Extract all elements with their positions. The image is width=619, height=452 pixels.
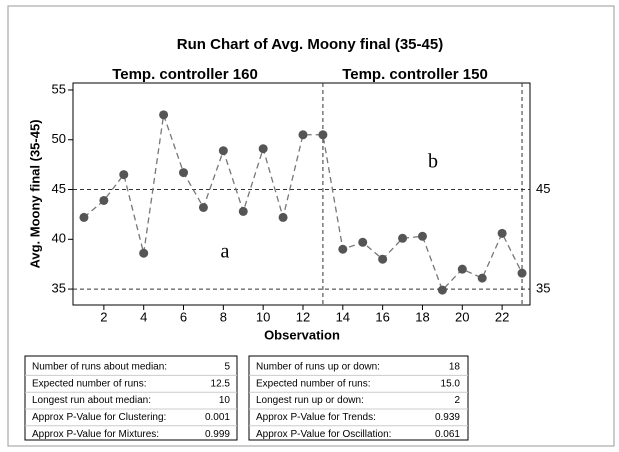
data-point [119,170,129,180]
table-label: Expected number of runs: [32,378,147,389]
reference-label: 35 [536,281,550,296]
x-tick-label: 22 [495,309,509,324]
x-tick-label: 6 [180,309,187,324]
table-label: Longest run about median: [32,395,151,406]
table-label: Longest run up or down: [256,395,364,406]
y-tick-label: 55 [52,81,66,96]
table-label: Approx P-Value for Mixtures: [32,429,159,440]
data-point [398,233,408,243]
y-tick-label: 50 [52,131,66,146]
data-point [79,212,89,222]
table-label: Approx P-Value for Clustering: [32,412,166,423]
table-value: 0.939 [435,412,460,423]
x-tick-label: 20 [455,309,469,324]
y-tick-label: 40 [52,231,66,246]
annotation: b [428,151,438,173]
data-point [517,268,527,278]
data-point [218,146,228,156]
x-tick-label: 8 [220,309,227,324]
x-tick-label: 4 [140,309,147,324]
data-point [298,130,308,140]
data-line [83,114,523,292]
table-value: 12.5 [211,378,231,389]
table-label: Number of runs about median: [32,362,167,373]
x-tick-label: 10 [256,309,270,324]
data-point [318,130,328,140]
stats-table [248,355,469,441]
table-value: 0.061 [435,429,460,440]
data-point [278,212,288,222]
y-tick-label: 45 [52,181,66,196]
phase-label: Temp. controller 160 [112,66,258,83]
data-point [497,228,507,238]
y-tick-label: 35 [52,281,66,296]
plot-area [72,82,531,306]
table-value: 15.0 [441,378,461,389]
data-point [378,254,388,264]
data-point [457,264,467,274]
data-point [338,244,348,254]
data-point [159,110,169,120]
data-point [198,202,208,212]
frame [7,5,615,447]
table-label: Number of runs up or down: [256,362,380,373]
table-label: Expected number of runs: [256,378,371,389]
table-value: 0.999 [205,429,230,440]
x-tick-label: 12 [296,309,310,324]
data-point [358,237,368,247]
stats-table [24,355,238,441]
table-value: 0.001 [205,412,230,423]
x-tick-label: 2 [100,309,107,324]
table-value: 10 [219,395,231,406]
table-value: 5 [224,362,230,373]
x-tick-label: 18 [415,309,429,324]
annotation: a [221,241,230,263]
x-tick-label: 16 [375,309,389,324]
data-point [139,248,149,258]
data-point [437,285,447,295]
table-value: 2 [454,395,460,406]
x-tick-label: 14 [336,309,350,324]
data-point [179,168,189,178]
chart-title: Run Chart of Avg. Moony final (35-45) [177,36,443,53]
data-point [417,231,427,241]
data-point [238,206,248,216]
table-value: 18 [449,362,461,373]
phase-label: Temp. controller 150 [342,66,488,83]
table-label: Approx P-Value for Trends: [256,412,376,423]
table-label: Approx P-Value for Oscillation: [256,429,391,440]
reference-label: 45 [536,181,550,196]
data-point [99,195,109,205]
data-point [477,273,487,283]
y-axis-label: Avg. Moony final (35-45) [27,119,42,268]
data-point [258,144,268,154]
x-axis-label: Observation [264,327,340,342]
